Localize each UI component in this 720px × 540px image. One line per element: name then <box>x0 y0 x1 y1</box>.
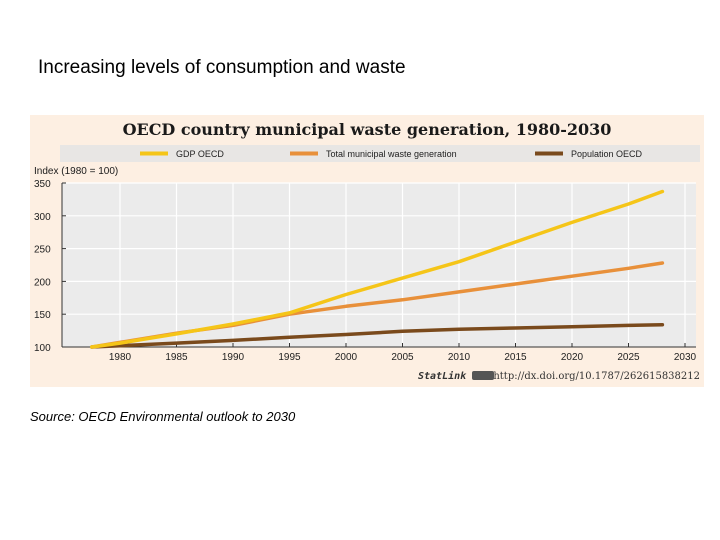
y-tick-label: 350 <box>34 179 51 190</box>
plot-area <box>62 183 696 347</box>
chart-footer: StatLink http://dx.doi.org/10.1787/26261… <box>418 370 700 382</box>
legend: GDP OECD Total municipal waste generation… <box>140 149 643 159</box>
legend-label: Total municipal waste generation <box>326 149 457 159</box>
y-tick-label: 100 <box>34 343 51 354</box>
y-tick-label: 200 <box>34 277 51 288</box>
series-line-gdp-oecd <box>90 189 665 349</box>
x-tick-label: 2000 <box>335 352 358 363</box>
legend-background <box>60 145 700 162</box>
chart-title: OECD country municipal waste generation,… <box>123 120 612 139</box>
x-tick-label: 2010 <box>448 352 471 363</box>
legend-label: GDP OECD <box>176 149 224 159</box>
x-tick-label: 2020 <box>561 352 584 363</box>
x-tick-label: 1980 <box>109 352 132 363</box>
series-line-population-oecd <box>90 322 665 349</box>
x-tick-label: 1985 <box>165 352 188 363</box>
y-tick-label: 300 <box>34 212 51 223</box>
slide-title: Increasing levels of consumption and was… <box>38 57 406 78</box>
source-note: Source: OECD Environmental outlook to 20… <box>30 409 296 424</box>
series-lines <box>90 189 665 349</box>
axes: 100 150 200 250 300 350 1980 1985 1990 1995 2000 20… <box>34 179 697 363</box>
x-tick-label: 1990 <box>222 352 245 363</box>
x-tick-label: 2030 <box>674 352 697 363</box>
x-tick-label: 2015 <box>504 352 527 363</box>
chart-svg: OECD country municipal waste generation,… <box>34 120 700 382</box>
y-axis-label: Index (1980 = 100) <box>34 166 118 177</box>
x-tick-label: 1995 <box>278 352 301 363</box>
statlink-url[interactable]: http://dx.doi.org/10.1787/262615838212 <box>493 371 700 382</box>
chart-container: OECD country municipal waste generation,… <box>30 115 704 387</box>
statlink-icon <box>472 371 494 380</box>
y-tick-label: 250 <box>34 245 51 256</box>
x-tick-label: 2005 <box>391 352 414 363</box>
legend-label: Population OECD <box>571 149 643 159</box>
x-tick-label: 2025 <box>617 352 640 363</box>
y-tick-label: 150 <box>34 310 51 321</box>
grid <box>62 182 696 347</box>
statlink-label: StatLink <box>418 370 467 382</box>
